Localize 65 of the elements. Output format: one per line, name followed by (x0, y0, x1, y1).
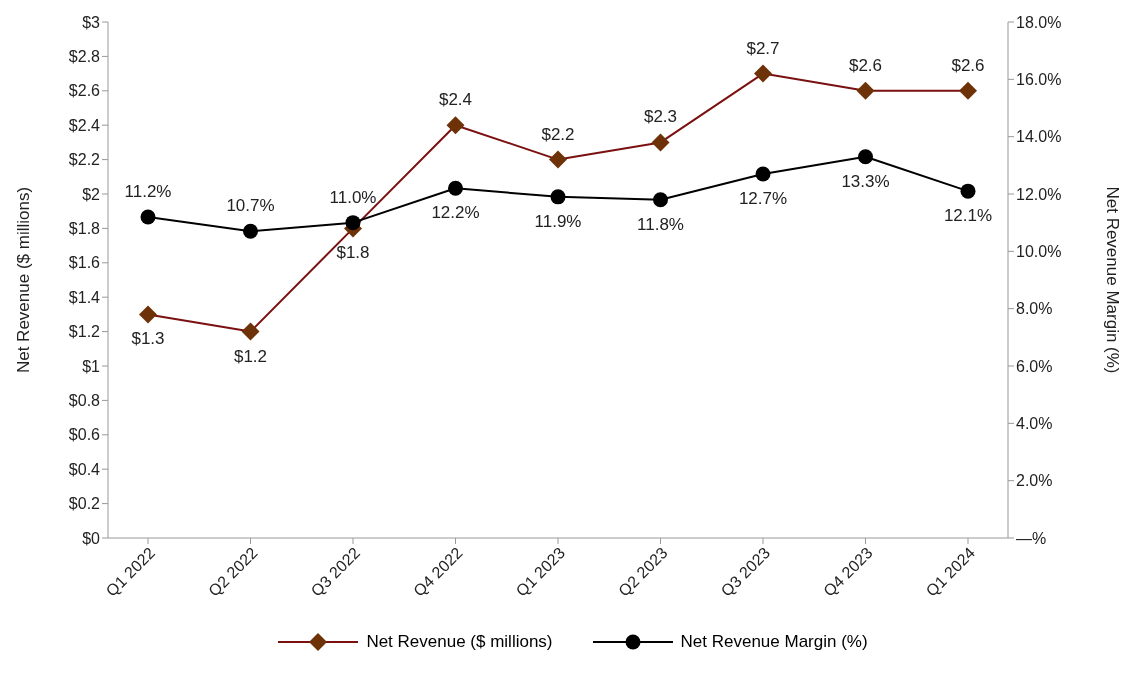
point (549, 150, 567, 169)
data-label: $2.4 (438, 90, 473, 110)
data-label: 12.1% (943, 206, 993, 226)
data-label: $1.2 (233, 346, 268, 366)
point (856, 81, 875, 100)
y-tick-label: $0.2 (68, 495, 101, 513)
y2-tick-label: 14.0% (1016, 128, 1062, 146)
y2-tick-label: 2.0% (1016, 472, 1053, 490)
data-label: $2.7 (746, 38, 780, 58)
data-label: $2.2 (541, 124, 575, 144)
point (755, 166, 771, 182)
y2-tick-label: 8.0% (1016, 300, 1053, 318)
data-label: 11.9% (534, 211, 582, 231)
point (959, 81, 977, 100)
data-label: 11.8% (637, 214, 684, 234)
y2-tick-label: 4.0% (1016, 415, 1053, 433)
point (754, 64, 772, 83)
y-tick-label: $2 (82, 185, 101, 203)
point (651, 133, 670, 152)
point (139, 305, 157, 324)
point (446, 116, 465, 135)
y-tick-label: $0.4 (68, 460, 101, 478)
point (243, 223, 258, 239)
y-axis-title: Net Revenue ($ millions) (14, 186, 34, 374)
data-label: 11.2% (124, 181, 172, 201)
y-tick-label: $1.2 (68, 323, 101, 341)
point (960, 183, 976, 199)
y-tick-label: $0.6 (68, 426, 101, 444)
legend-label: Net Revenue Margin (%) (680, 632, 868, 652)
point (448, 180, 463, 196)
y-tick-label: $0.8 (68, 392, 101, 410)
data-label: 13.3% (841, 171, 890, 191)
legend-label: Net Revenue ($ millions) (366, 632, 553, 652)
data-label: $1.3 (131, 329, 165, 349)
y2-tick-label: 16.0% (1016, 71, 1062, 89)
y-tick-label: $1.4 (68, 288, 101, 306)
point (345, 215, 361, 231)
data-label: 11.0% (329, 187, 377, 207)
y-tick-label: $1 (82, 357, 101, 375)
data-label: $1.8 (336, 243, 370, 263)
data-label: $2.3 (643, 107, 678, 127)
point (653, 192, 668, 208)
point (858, 149, 873, 165)
y-tick-label: $2.6 (68, 82, 101, 100)
data-label: 10.7% (226, 196, 275, 216)
data-label: $2.6 (848, 55, 883, 75)
y2-tick-label: 18.0% (1016, 13, 1062, 31)
y-tick-label: $1.6 (68, 254, 101, 272)
y2-tick-label: —% (1016, 529, 1047, 547)
data-label: 12.7% (738, 188, 788, 208)
point (550, 189, 566, 205)
y2-tick-label: 6.0% (1016, 357, 1053, 375)
point (241, 322, 260, 341)
y2-tick-label: 10.0% (1016, 243, 1062, 261)
y2-tick-label: 12.0% (1016, 185, 1062, 203)
point (140, 209, 156, 225)
data-label: 12.2% (431, 203, 480, 223)
y-tick-label: $0 (82, 529, 101, 547)
y2-axis-title: Net Revenue Margin (%) (1102, 186, 1122, 374)
y-tick-label: $2.2 (68, 151, 101, 169)
y-tick-label: $2.8 (68, 48, 101, 66)
y-tick-label: $1.8 (68, 220, 101, 238)
y-tick-label: $2.4 (68, 116, 101, 134)
data-label: $2.6 (951, 55, 985, 75)
y-tick-label: $3 (82, 13, 101, 31)
